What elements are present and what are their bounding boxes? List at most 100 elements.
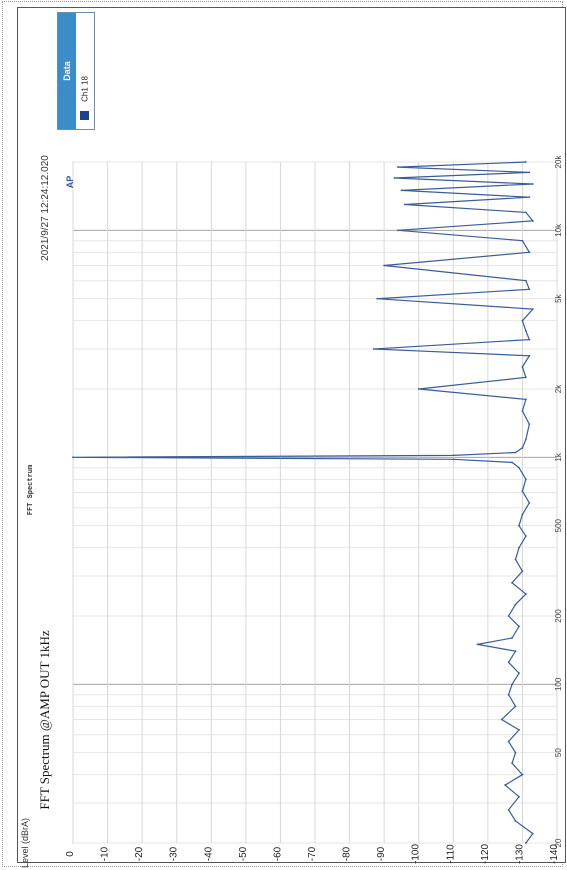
spectrum-point bbox=[531, 308, 534, 310]
spectrum-point bbox=[528, 338, 531, 341]
spectrum-point bbox=[397, 229, 399, 232]
spectrum-point bbox=[511, 581, 513, 584]
spectrum-point bbox=[507, 693, 510, 696]
spectrum-point bbox=[521, 773, 524, 776]
spectrum-point bbox=[524, 398, 527, 401]
spectrum-point bbox=[514, 603, 517, 606]
spectrum-point bbox=[528, 501, 531, 504]
spectrum-point bbox=[521, 239, 524, 242]
spectrum-point bbox=[507, 615, 510, 617]
level-tick-label: -70 bbox=[307, 846, 318, 861]
spectrum-point bbox=[500, 718, 503, 721]
spectrum-point bbox=[528, 423, 531, 426]
spectrum-point bbox=[507, 808, 510, 811]
spectrum-point bbox=[521, 447, 524, 449]
spectrum-point bbox=[528, 171, 531, 174]
level-tick-label: -10 bbox=[100, 846, 111, 861]
spectrum-point bbox=[524, 593, 527, 595]
spectrum-point bbox=[383, 264, 386, 267]
spectrum-point bbox=[518, 795, 520, 798]
spectrum-point bbox=[507, 661, 510, 664]
legend-header: Data bbox=[58, 13, 76, 129]
spectrum-point bbox=[518, 524, 520, 527]
freq-tick-label: 50 bbox=[554, 748, 563, 757]
spectrum-point bbox=[518, 466, 520, 469]
spectrum-point bbox=[514, 451, 517, 454]
spectrum-point bbox=[476, 643, 479, 646]
y-axis-label: Level (dBrA) bbox=[20, 818, 30, 868]
freq-tick-label: 500 bbox=[554, 518, 563, 532]
spectrum-point bbox=[511, 637, 513, 639]
spectrum-point bbox=[403, 203, 406, 206]
spectrum-point bbox=[514, 705, 517, 708]
legend-swatch bbox=[80, 111, 89, 120]
spectrum-point bbox=[524, 279, 527, 282]
spectrum-point bbox=[531, 832, 534, 835]
timestamp: 2021/9/27 12:24:12.020 bbox=[40, 155, 51, 261]
spectrum-point bbox=[524, 535, 527, 537]
spectrum-point bbox=[417, 388, 420, 390]
spectrum-point bbox=[521, 319, 524, 322]
spectrum-point bbox=[400, 189, 403, 192]
spectrum-point bbox=[521, 410, 524, 412]
spectrum-point bbox=[521, 513, 524, 516]
level-tick-label: -140 bbox=[549, 844, 560, 864]
freq-tick-label: 1k bbox=[554, 452, 563, 461]
level-tick-label: -40 bbox=[203, 846, 214, 861]
spectrum-point bbox=[518, 728, 520, 731]
spectrum-point bbox=[531, 183, 534, 185]
spectrum-point bbox=[524, 438, 527, 441]
spectrum-point bbox=[514, 650, 517, 653]
freq-tick-label: 20k bbox=[554, 155, 563, 169]
freq-tick-label: 20 bbox=[554, 838, 563, 847]
spectrum-point bbox=[514, 751, 517, 754]
spectrum-point bbox=[511, 762, 513, 764]
spectrum-point bbox=[452, 454, 455, 457]
spectrum-point bbox=[518, 672, 520, 675]
level-tick-label: -50 bbox=[238, 846, 249, 861]
level-tick-label: -120 bbox=[480, 844, 491, 864]
level-tick-label: 0 bbox=[65, 851, 76, 857]
spectrum-point bbox=[376, 297, 379, 300]
spectrum-point bbox=[521, 366, 524, 368]
freq-tick-label: 2k bbox=[554, 384, 563, 393]
spectrum-point bbox=[521, 570, 524, 573]
spectrum-point bbox=[511, 461, 513, 464]
legend-entry-label: Ch1 18 bbox=[80, 76, 90, 102]
spectrum-point bbox=[504, 784, 507, 786]
spectrum-point bbox=[528, 354, 531, 357]
chart-title: FFT Spectrum @AMP OUT 1kHz bbox=[37, 630, 52, 810]
level-tick-label: -20 bbox=[134, 846, 145, 861]
spectrum-point bbox=[518, 546, 520, 549]
level-tick-label: -30 bbox=[169, 846, 180, 861]
spectrum-point bbox=[521, 490, 524, 492]
spectrum-point bbox=[511, 683, 513, 686]
level-tick-label: -90 bbox=[376, 846, 387, 861]
spectrum-point bbox=[524, 842, 527, 844]
freq-tick-label: 100 bbox=[554, 677, 563, 691]
level-tick-label: -130 bbox=[514, 844, 525, 864]
spectrum-point bbox=[514, 558, 517, 561]
spectrum-point bbox=[514, 820, 517, 822]
spectrum-point bbox=[528, 196, 531, 199]
level-tick-label: -60 bbox=[272, 846, 283, 861]
legend-box: Data Ch1 18 bbox=[57, 12, 95, 130]
spectrum-point bbox=[528, 288, 531, 291]
spectrum-point bbox=[524, 478, 527, 481]
freq-tick-label: 200 bbox=[554, 609, 563, 623]
spectrum-point bbox=[72, 456, 74, 459]
level-tick-label: -100 bbox=[411, 844, 422, 864]
freq-tick-label: 5k bbox=[554, 293, 563, 302]
spectrum-point bbox=[507, 740, 510, 743]
spectrum-point bbox=[524, 330, 527, 332]
spectrum-point bbox=[393, 177, 396, 179]
spectrum-point bbox=[452, 458, 455, 461]
spectrum-point bbox=[531, 220, 534, 222]
level-tick-label: -110 bbox=[445, 844, 456, 864]
spectrum-point bbox=[524, 211, 527, 214]
chart-subtitle: FFT Spectrum bbox=[27, 465, 35, 515]
freq-tick-label: 10k bbox=[554, 223, 563, 237]
spectrum-point bbox=[518, 625, 520, 628]
spectrum-point bbox=[372, 348, 375, 350]
